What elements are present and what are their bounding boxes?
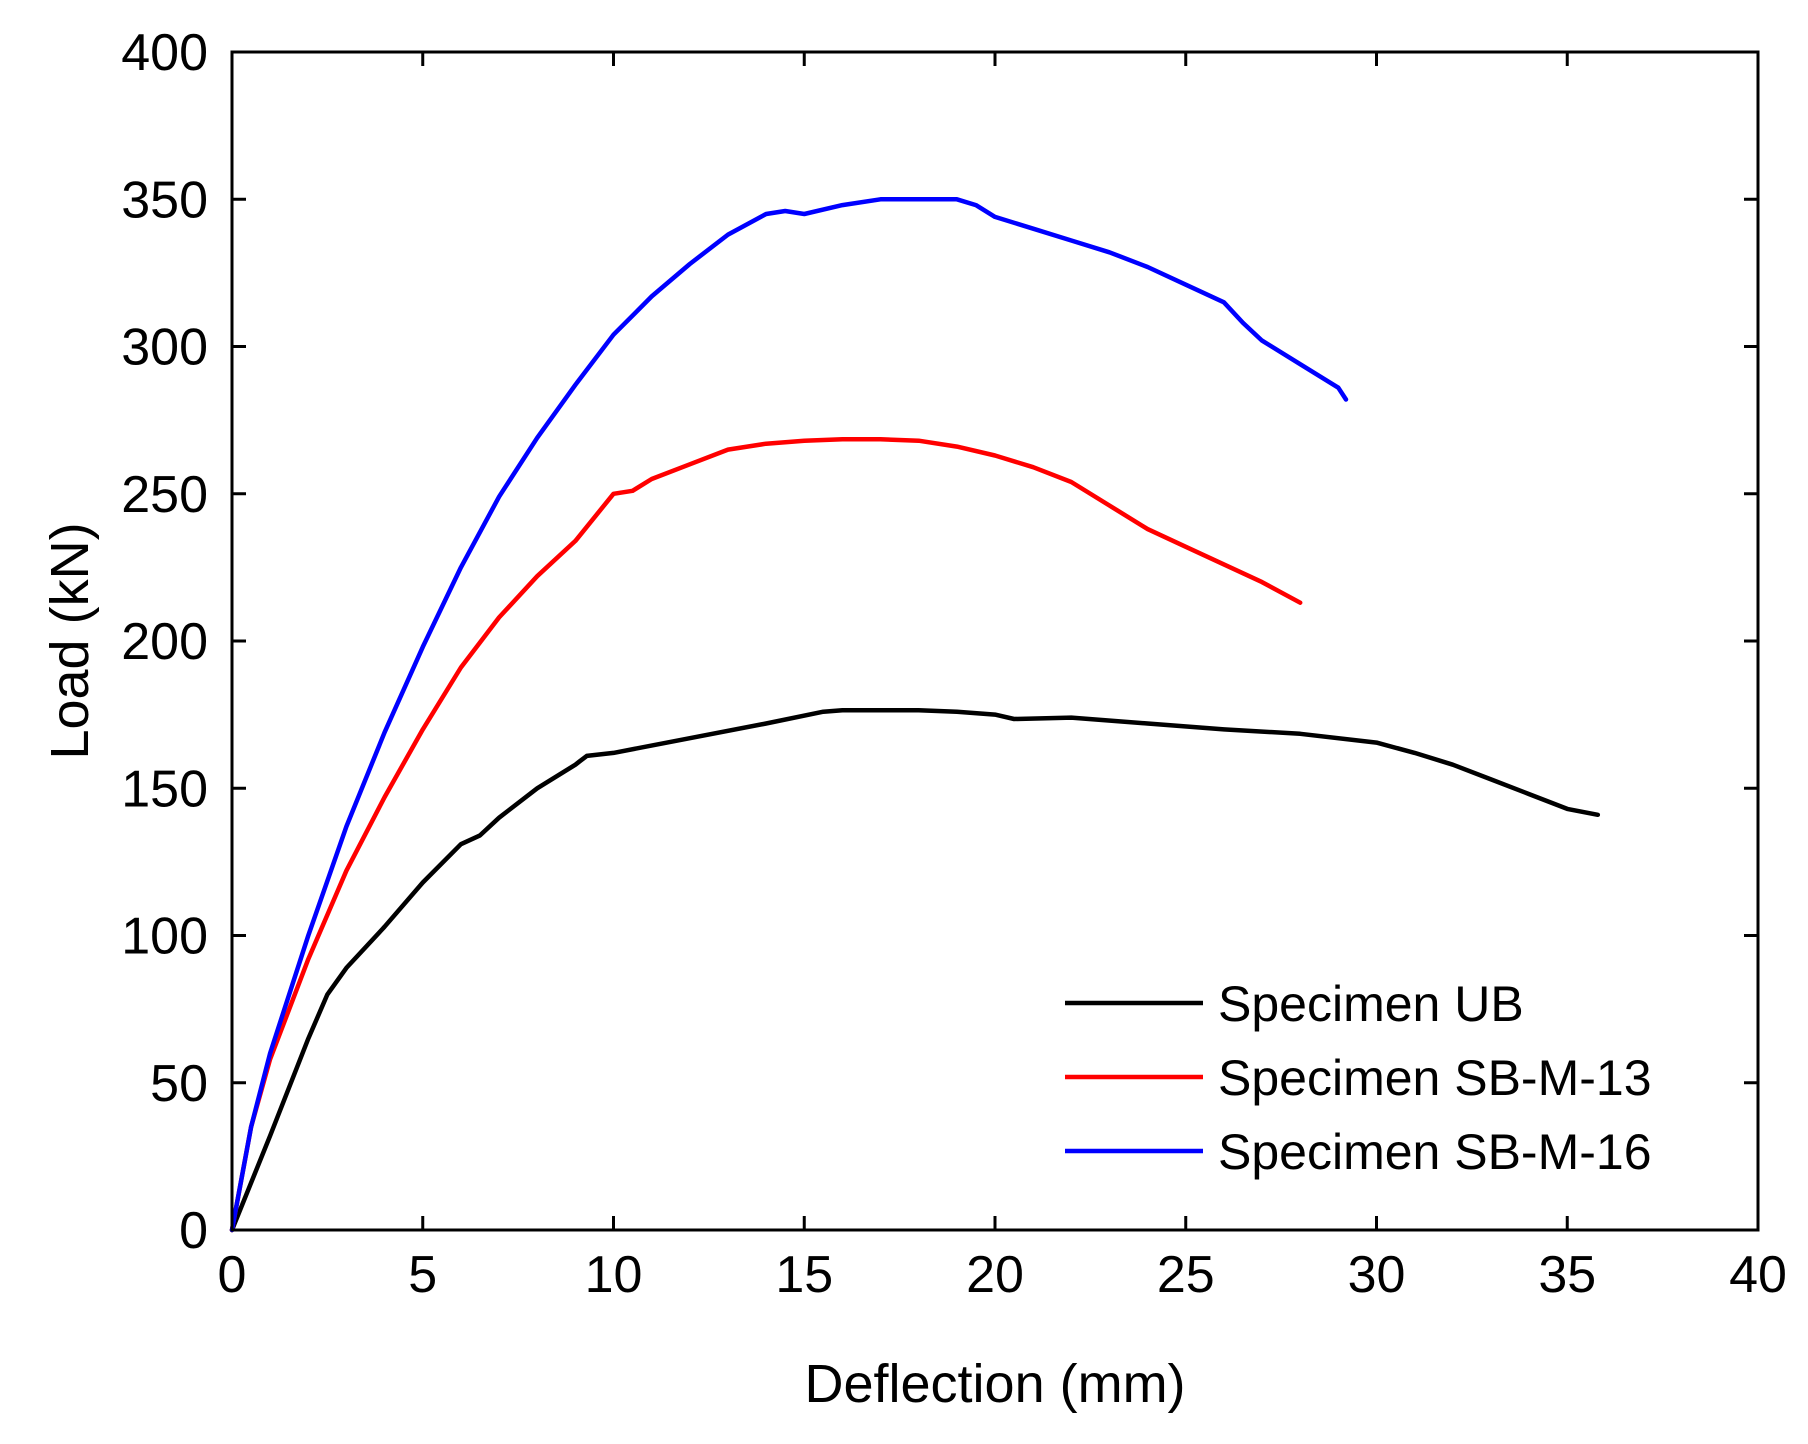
x-tick-label: 40 — [1729, 1246, 1787, 1304]
legend: Specimen UB Specimen SB-M-13 Specimen SB-M… — [1065, 976, 1652, 1180]
y-tick-label: 50 — [150, 1055, 208, 1113]
series-layer — [229, 197, 1601, 1233]
x-tick-label: 35 — [1538, 1246, 1596, 1304]
x-tick-label: 30 — [1348, 1246, 1406, 1304]
x-tick-label: 5 — [408, 1246, 437, 1304]
y-tick-label: 300 — [121, 319, 208, 377]
legend-label-3: Specimen SB-M-16 — [1218, 1124, 1652, 1180]
series-line-1 — [229, 707, 1601, 1233]
x-tick-label: 15 — [775, 1246, 833, 1304]
legend-label-2: Specimen SB-M-13 — [1218, 1050, 1652, 1106]
x-tick-label: 0 — [218, 1246, 247, 1304]
y-tick-label: 250 — [121, 466, 208, 524]
series-line-3 — [229, 197, 1349, 1233]
x-tick-label: 25 — [1157, 1246, 1215, 1304]
y-tick-label: 350 — [121, 171, 208, 229]
x-axis-title: Deflection (mm) — [804, 1354, 1185, 1414]
legend-label-1: Specimen UB — [1218, 976, 1524, 1032]
x-tick-label: 20 — [966, 1246, 1024, 1304]
x-tick-label: 10 — [585, 1246, 643, 1304]
y-axis-title: Load (kN) — [40, 522, 100, 759]
y-tick-label: 100 — [121, 908, 208, 966]
y-tick-label: 400 — [121, 24, 208, 82]
plot-frame — [230, 50, 1760, 1232]
y-tick-label: 150 — [121, 760, 208, 818]
y-tick-label: 0 — [179, 1202, 208, 1260]
series-line-2 — [229, 437, 1303, 1233]
y-tick-label: 200 — [121, 613, 208, 671]
